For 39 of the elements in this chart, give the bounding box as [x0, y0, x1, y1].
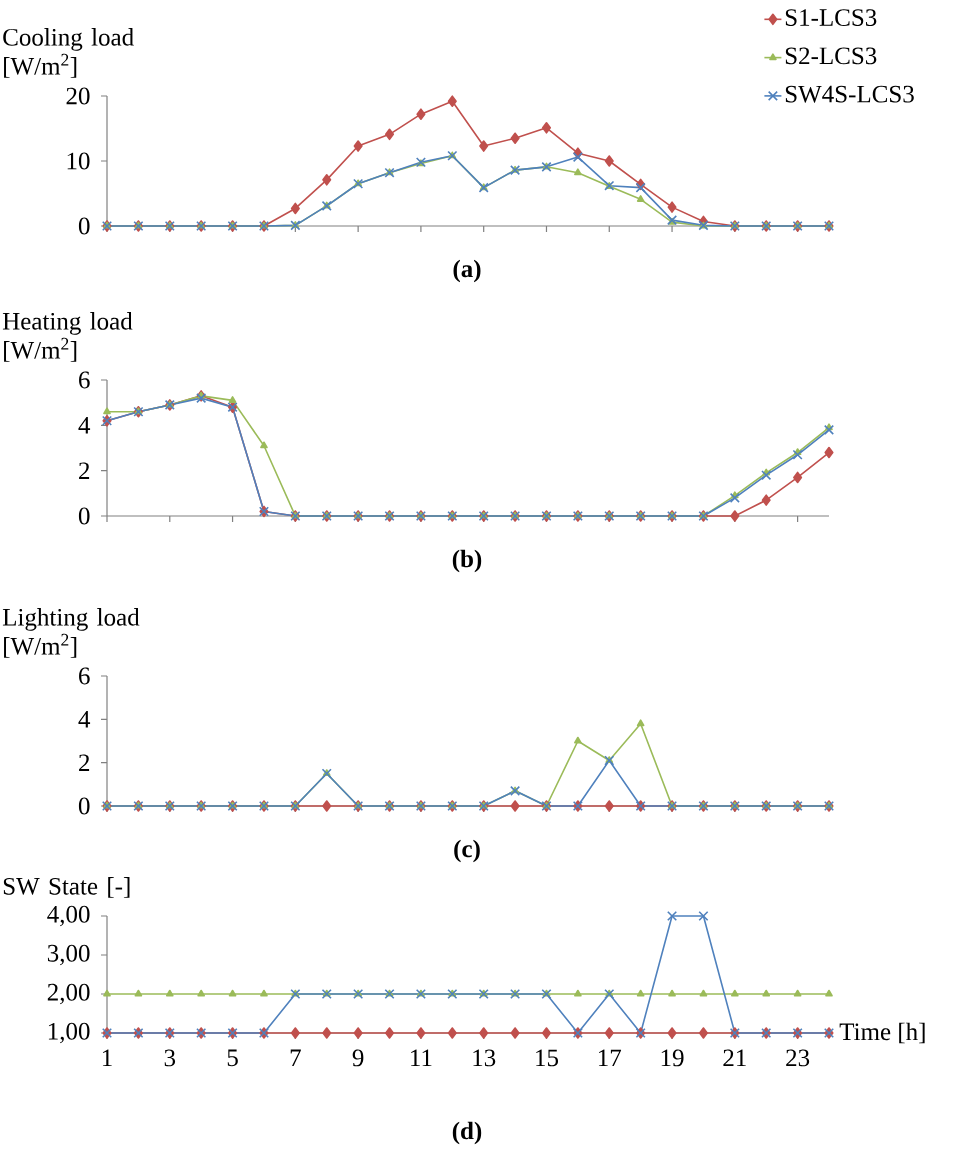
x-tick-label: 19 — [661, 1049, 684, 1067]
x-tick-label: 11 — [411, 1049, 432, 1067]
y-tick-label: 1,00 — [48, 1022, 90, 1044]
y-tick-label: 6 — [79, 667, 90, 685]
text: (c) — [454, 839, 480, 863]
y-tick-label: 10 — [67, 152, 90, 170]
y-tick-label: 3,00 — [47, 944, 90, 966]
legend-label: S2-LCS3 — [785, 47, 877, 65]
text: (b) — [452, 549, 482, 573]
x-tick-label: 23 — [786, 1049, 810, 1067]
text: (a) — [453, 259, 481, 283]
y-tick-label: 2 — [79, 754, 90, 771]
y-axis-title: Heating load [W/m$^{2}$] — [2, 312, 133, 362]
x-tick-label: 21 — [723, 1049, 746, 1067]
text: (d) — [452, 1121, 482, 1145]
y-tick-label: 2,00 — [47, 983, 90, 1005]
y-tick-label: 0 — [78, 507, 90, 525]
y-tick-label: 6 — [79, 371, 90, 389]
x-tick-label: 5 — [227, 1049, 238, 1067]
x-tick-label: 15 — [536, 1049, 559, 1067]
x-tick-label: 17 — [598, 1049, 622, 1067]
x-tick-label: 9 — [352, 1049, 364, 1067]
y-tick-label: 0 — [78, 797, 90, 815]
y-tick-label: 4 — [78, 417, 91, 434]
x-axis-title: Time [h] — [839, 1022, 925, 1044]
x-tick-label: 1 — [102, 1049, 112, 1067]
y-tick-label: 2 — [79, 462, 90, 479]
legend-label: S1-LCS3 — [785, 9, 877, 26]
y-tick-label: 4,00 — [47, 905, 90, 927]
y-axis-title: SW State [-] — [3, 877, 130, 898]
x-tick-label: 7 — [290, 1049, 301, 1066]
y-tick-label: 20 — [66, 87, 90, 105]
y-tick-label: 0 — [78, 217, 90, 235]
y-axis-title: Lighting load [W/m$^{2}$] — [2, 608, 140, 658]
x-tick-label: 3 — [164, 1049, 176, 1067]
y-tick-label: 4 — [78, 711, 91, 728]
y-axis-title: Cooling load [W/m$^{2}$] — [3, 28, 134, 78]
x-tick-label: 13 — [473, 1049, 496, 1067]
legend-label: SW4S-LCS3 — [785, 85, 914, 103]
